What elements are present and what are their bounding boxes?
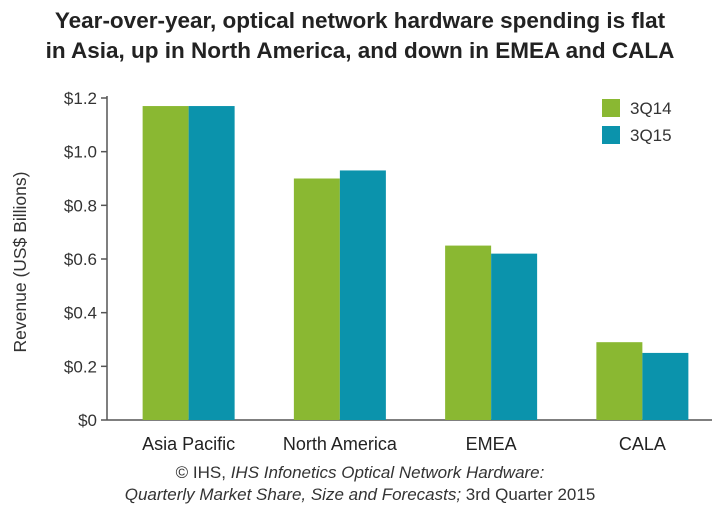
y-tick-label: $0.6 [64, 250, 97, 269]
y-tick-label: $1.0 [64, 143, 97, 162]
legend-swatch [602, 126, 620, 144]
y-tick-label: $0 [78, 411, 97, 430]
x-tick-label: EMEA [466, 434, 517, 454]
source-line-1: © IHS, IHS Infonetics Optical Network Ha… [0, 463, 720, 483]
source-prefix: © IHS, [175, 463, 231, 482]
legend-swatch [602, 99, 620, 117]
bar-3q14-asia-pacific [142, 106, 189, 421]
bar-3q14-north-america [293, 178, 340, 420]
x-tick-label: North America [283, 434, 398, 454]
chart-title-line-1: Year-over-year, optical network hardware… [54, 8, 666, 33]
x-tick-label: Asia Pacific [142, 434, 235, 454]
x-tick-label: CALA [619, 434, 666, 454]
y-tick-label: $0.4 [64, 304, 97, 323]
y-tick-label: $0.2 [64, 357, 97, 376]
source-line-2: Quarterly Market Share, Size and Forecas… [0, 485, 720, 505]
bar-3q14-emea [445, 245, 492, 420]
bar-3q15-asia-pacific [188, 106, 235, 421]
source-publication-subtitle: Quarterly Market Share, Size and Forecas… [124, 485, 462, 504]
legend-label: 3Q14 [630, 99, 672, 118]
bar-3q15-north-america [339, 170, 386, 420]
bar-3q14-cala [596, 342, 643, 420]
source-date: 3rd Quarter 2015 [461, 485, 596, 504]
y-axis-title: Revenue (US$ Billions) [10, 172, 30, 353]
source-publication: IHS Infonetics Optical Network Hardware: [230, 463, 545, 482]
bar-3q15-emea [491, 253, 538, 420]
legend-label: 3Q15 [630, 126, 672, 145]
chart-title-line-2: in Asia, up in North America, and down i… [45, 38, 675, 63]
bar-3q15-cala [642, 352, 689, 420]
y-tick-label: $0.8 [64, 196, 97, 215]
y-tick-label: $1.2 [64, 89, 97, 108]
